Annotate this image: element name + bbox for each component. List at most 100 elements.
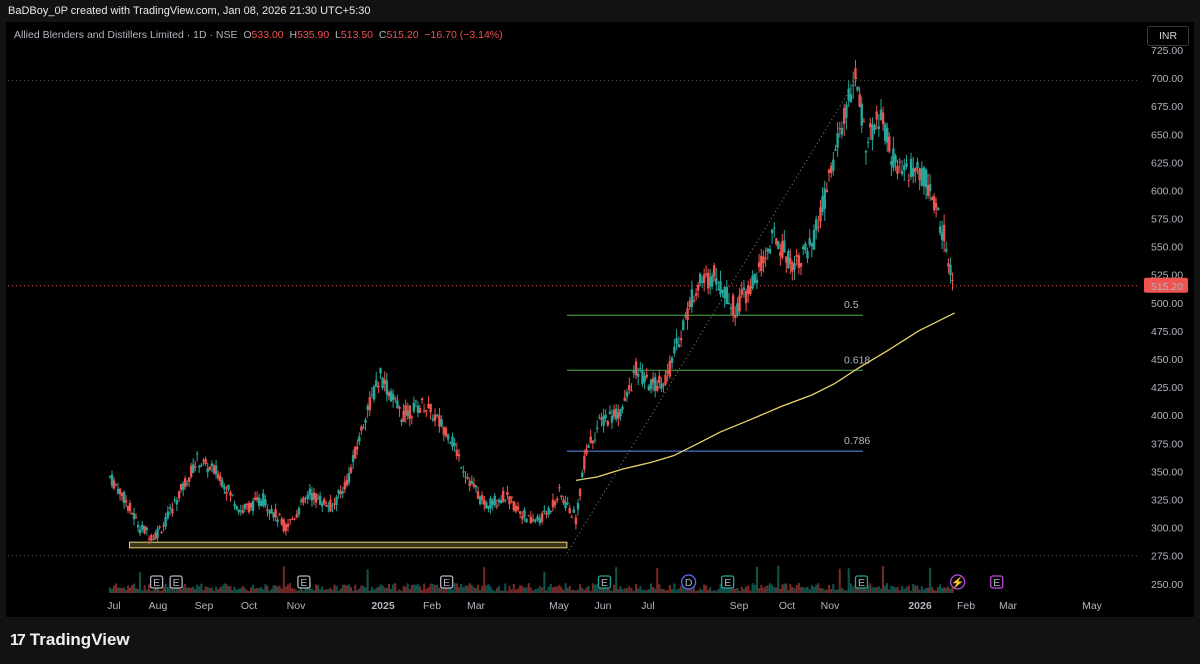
volume-bar	[632, 590, 635, 593]
volume-bar	[429, 583, 432, 593]
volume-bar	[523, 587, 526, 593]
candle-body	[210, 463, 214, 466]
volume-bar	[864, 589, 867, 593]
candle-body	[804, 243, 807, 250]
candle-body	[476, 491, 480, 499]
candle-body	[527, 515, 530, 517]
volume-bar	[366, 569, 369, 593]
candle-body	[512, 501, 515, 511]
candle-body	[920, 168, 923, 186]
candle-body	[499, 499, 503, 504]
candle-body	[547, 507, 550, 515]
chart-area[interactable]	[6, 22, 1194, 617]
candle-body	[521, 516, 524, 520]
candle-body	[600, 417, 603, 420]
volume-bar	[464, 585, 467, 593]
candle-body	[204, 458, 207, 464]
candle-body	[684, 315, 687, 317]
y-tick-label: 300.00	[1151, 523, 1183, 535]
volume-bar	[577, 589, 580, 593]
volume-bar	[377, 586, 380, 593]
volume-bar	[556, 586, 559, 593]
volume-bar	[493, 590, 496, 593]
x-tick-label: 2026	[908, 600, 932, 612]
candle-body	[160, 531, 163, 533]
volume-bar	[939, 584, 942, 593]
candle-body	[686, 308, 689, 321]
candle-body	[721, 289, 724, 293]
volume-bar	[927, 587, 930, 593]
candle-body	[694, 293, 698, 296]
candle-body	[566, 502, 569, 504]
volume-bar	[819, 587, 822, 593]
candle-body	[335, 496, 338, 506]
volume-bar	[668, 584, 671, 593]
candle-body	[175, 500, 179, 505]
volume-bar	[339, 588, 342, 593]
volume-bar	[278, 585, 281, 593]
candle-body	[189, 465, 193, 477]
candle-body	[362, 426, 365, 428]
candle-body	[562, 499, 565, 504]
candle-body	[871, 124, 874, 140]
volume-bar	[666, 589, 669, 593]
volume-bar	[113, 585, 116, 593]
candle-body	[208, 466, 211, 470]
volume-bar	[871, 587, 874, 593]
candle-body	[510, 496, 513, 498]
candle-body	[508, 496, 511, 505]
volume-bar	[375, 587, 378, 593]
volume-bar	[438, 587, 441, 593]
candle-body	[888, 136, 891, 152]
candle-body	[909, 158, 913, 177]
volume-bar	[111, 588, 114, 593]
candle-body	[845, 104, 848, 118]
volume-bar	[888, 589, 891, 593]
candle-body	[926, 185, 930, 196]
volume-bar	[775, 587, 778, 593]
volume-bar	[719, 583, 722, 593]
candle-body	[670, 357, 674, 363]
candle-body	[264, 499, 267, 506]
currency-button[interactable]: INR	[1147, 26, 1189, 46]
volume-bar	[175, 585, 178, 593]
volume-bar	[468, 583, 471, 593]
volume-bar	[162, 586, 165, 593]
volume-bar	[370, 586, 373, 593]
volume-bar	[323, 590, 326, 593]
candle-body	[894, 155, 897, 163]
volume-bar	[675, 589, 678, 593]
volume-bar	[434, 585, 437, 593]
volume-bar	[898, 590, 901, 593]
volume-bar	[436, 584, 439, 593]
candle-body	[243, 503, 247, 510]
candle-body	[905, 163, 908, 167]
volume-bar	[412, 584, 415, 593]
event-marker-split	[949, 574, 966, 590]
event-marker-label: E	[443, 577, 450, 589]
candle-body	[280, 518, 283, 525]
event-marker-label: ⚡	[951, 576, 964, 589]
candle-body	[840, 127, 844, 135]
event-marker-dividend	[680, 574, 697, 590]
candle-body	[842, 108, 846, 124]
volume-bar	[115, 583, 118, 593]
candle-body	[740, 289, 743, 295]
volume-bar	[901, 586, 904, 593]
candle-body	[849, 94, 853, 103]
volume-bar	[394, 583, 397, 593]
volume-bar	[596, 584, 599, 593]
candle-body	[466, 477, 469, 479]
x-tick-label: Feb	[957, 600, 975, 612]
tradingview-logo[interactable]: 17 TradingView	[10, 630, 130, 650]
volume-bar	[658, 584, 661, 593]
volume-bar	[297, 590, 300, 593]
candle-body	[370, 394, 374, 396]
candle-body	[523, 509, 526, 518]
candle-body	[179, 483, 183, 490]
volume-bar	[937, 586, 940, 593]
volume-bar	[160, 590, 163, 593]
candle-body	[253, 497, 257, 500]
volume-bar	[352, 590, 355, 593]
